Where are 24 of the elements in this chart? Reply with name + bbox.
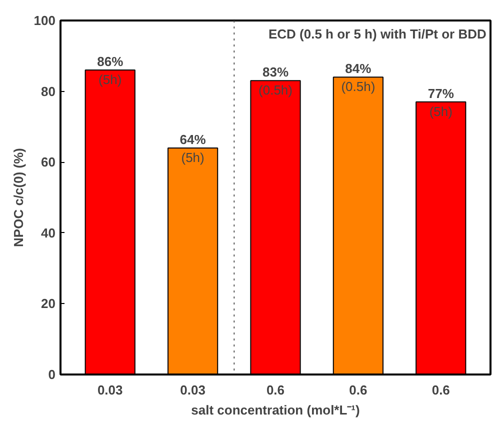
x-tick-label: 0.03 <box>97 382 123 398</box>
annotation: (5h) <box>181 150 204 165</box>
data-label: 83% <box>262 64 289 80</box>
text: ECD (0.5 h or 5 h) with Ti/Pt or BDD <box>268 26 486 42</box>
data-label: 64% <box>180 132 206 147</box>
y-tick-label: 60 <box>41 154 56 170</box>
x-tick-label: 0.6 <box>266 382 285 398</box>
x-axis-title: salt concentration (mol*L⁻¹) <box>191 402 360 418</box>
y-tick-label: 0 <box>48 367 56 382</box>
annotation: (0.5h) <box>258 82 292 98</box>
x-tick-label: 0.6 <box>432 382 450 398</box>
data-label: 77% <box>428 86 454 101</box>
annotation: (0.5h) <box>341 79 376 94</box>
y-tick-label: 20 <box>41 296 56 312</box>
data-label: 84% <box>345 61 372 76</box>
x-tick-label: 0.03 <box>180 382 206 398</box>
annotation: (5h) <box>429 104 452 119</box>
data-label: 86% <box>97 54 124 70</box>
y-tick-label: 80 <box>41 84 56 99</box>
annotation: (5h) <box>98 72 122 88</box>
y-tick-label: 40 <box>41 225 56 240</box>
x-tick-label: 0.6 <box>349 382 368 398</box>
y-axis-title: NPOC c/c(0) (%) <box>10 148 26 247</box>
y-tick-label: 100 <box>34 13 56 28</box>
